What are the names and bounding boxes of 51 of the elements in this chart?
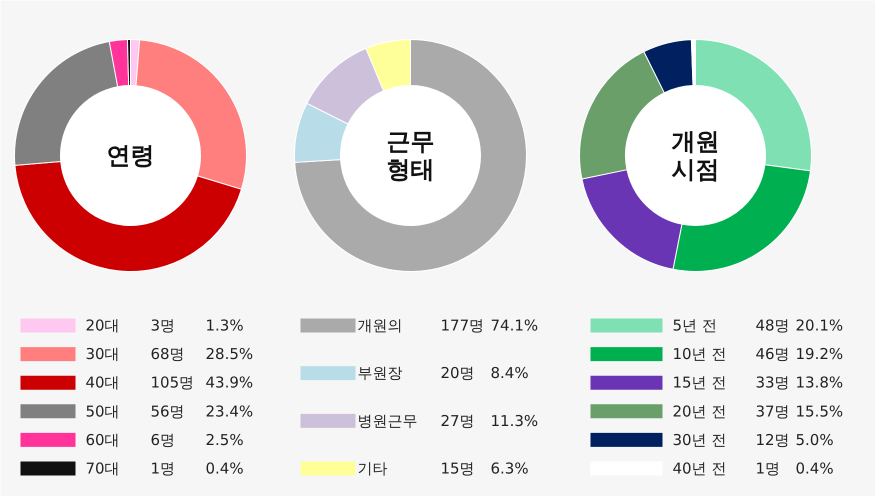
legend-label: 10년 전: [672, 345, 726, 364]
legend-label: 15년 전: [672, 374, 726, 392]
text: 28.5%: [206, 345, 254, 364]
text: 43.9%: [206, 374, 254, 392]
legend-label: 20년 전: [672, 402, 726, 420]
text: 23.4%: [206, 402, 254, 420]
data-label: 20명: [440, 364, 475, 382]
data-label: 15명: [440, 460, 475, 478]
legend-label: 부원장: [358, 364, 402, 382]
text: 2.5%: [206, 430, 244, 449]
text: 근무 형태: [386, 128, 434, 184]
data-label: 33명: [756, 374, 790, 392]
legend-label: 30년 전: [672, 430, 726, 449]
text: 연령: [106, 142, 154, 170]
data-label: 68명: [150, 345, 185, 364]
legend-label: 20대: [86, 316, 120, 334]
text: 11.3%: [490, 412, 538, 430]
text: 개원 시점: [672, 128, 720, 184]
text: 1.3%: [206, 316, 244, 334]
data-label: 56명: [150, 402, 185, 420]
data-label: 37명: [756, 402, 790, 420]
text: 0.4%: [206, 460, 244, 478]
data-label: 105명: [150, 374, 194, 392]
legend-label: 5년 전: [672, 316, 717, 334]
data-label: 1명: [756, 460, 780, 478]
legend-label: 40년 전: [672, 460, 726, 478]
data-label: 48명: [756, 316, 790, 334]
legend-label: 40대: [86, 374, 120, 392]
data-label: 6명: [150, 430, 176, 449]
data-label: 27명: [440, 412, 475, 430]
legend-label: 30대: [86, 345, 120, 364]
legend-label: 60대: [86, 430, 120, 449]
data-label: 46명: [756, 345, 790, 364]
text: 13.8%: [796, 374, 844, 392]
legend-label: 병원근무: [358, 412, 418, 430]
data-label: 12명: [756, 430, 790, 449]
legend-label: 개원의: [358, 316, 402, 334]
data-label: 1명: [150, 460, 176, 478]
legend-label: 50대: [86, 402, 120, 420]
data-label: 3명: [150, 316, 176, 334]
text: 8.4%: [490, 364, 529, 382]
text: 20.1%: [796, 316, 844, 334]
legend-label: 기타: [358, 460, 388, 478]
text: 6.3%: [490, 460, 529, 478]
text: 74.1%: [490, 316, 538, 334]
text: 15.5%: [796, 402, 844, 420]
text: 5.0%: [796, 430, 834, 449]
text: 19.2%: [796, 345, 844, 364]
text: 0.4%: [796, 460, 834, 478]
data-label: 177명: [440, 316, 484, 334]
legend-label: 70대: [86, 460, 120, 478]
